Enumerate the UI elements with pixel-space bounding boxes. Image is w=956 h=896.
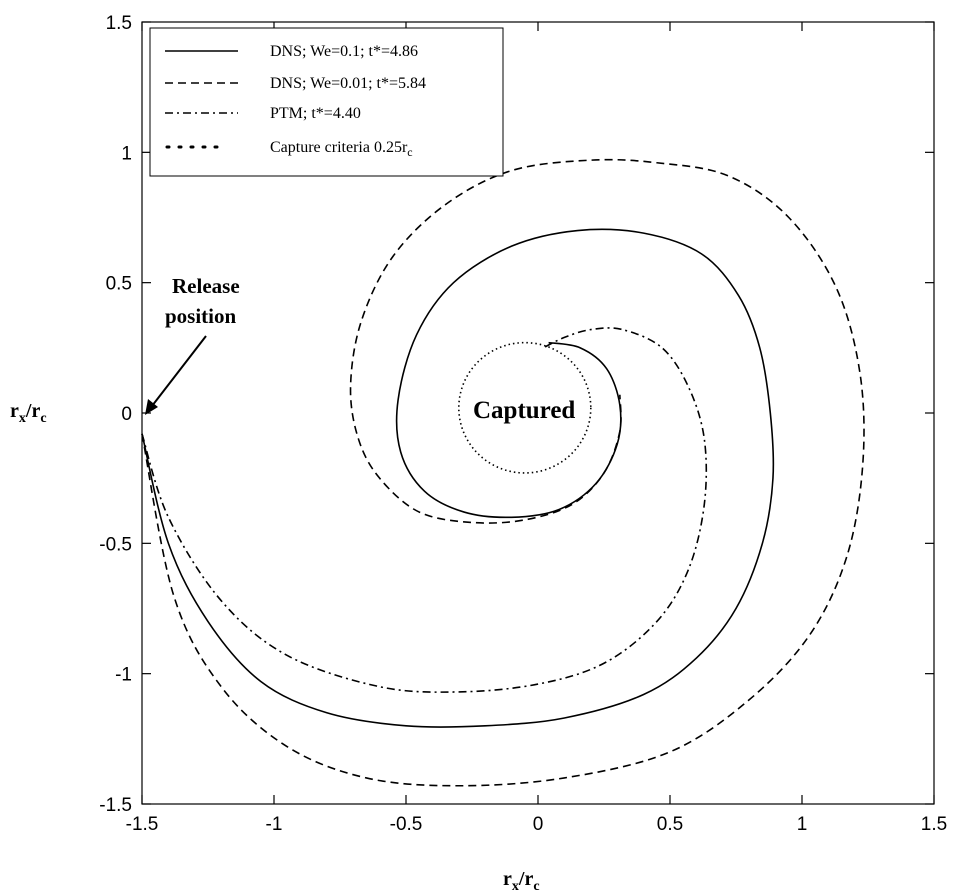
y-axis-label-denom: r (31, 400, 40, 422)
x-tick-label: -1.5 (126, 814, 159, 835)
release-annotation: Release position (145, 274, 240, 415)
x-tick-label: 1.5 (921, 814, 947, 835)
y-axis-label-sub: x (19, 411, 26, 426)
release-label-line2: position (165, 304, 237, 328)
y-axis-label-slash: / (25, 400, 32, 422)
x-axis-label: rx/rc (503, 868, 540, 894)
y-tick-label: -1.5 (99, 795, 132, 816)
x-axis-label-main: r (503, 868, 512, 890)
y-tick-label: -1 (115, 665, 132, 686)
y-axis-label: rx/rc (10, 400, 47, 426)
x-tick-label: -1 (266, 814, 283, 835)
x-tick-label: 1 (797, 814, 808, 835)
x-tick-label: -0.5 (390, 814, 423, 835)
legend-entry-1: DNS; We=0.1; t*=4.86 (270, 43, 418, 60)
x-axis-label-denom: r (524, 868, 533, 890)
x-axis-label-denom-sub: c (533, 879, 539, 894)
axis-ticks: -1.5 -1 -0.5 0 0.5 1 1.5 -1.5 -1 -0.5 0 0.5 1 1.5 (99, 13, 947, 835)
legend: DNS; We=0.1; t*=4.86 DNS; We=0.01; t*=5.… (149, 27, 504, 177)
x-axis-label-slash: / (518, 868, 525, 890)
y-tick-label: 0 (121, 404, 132, 425)
legend-entry-4-main: Capture criteria 0.25r (270, 139, 408, 156)
legend-entry-3: PTM; t*=4.40 (270, 105, 361, 122)
captured-label: Captured (473, 397, 575, 424)
legend-entry-2: DNS; We=0.01; t*=5.84 (270, 75, 426, 92)
legend-entry-4: Capture criteria 0.25rc (270, 139, 413, 159)
series-line-solid (141, 228, 775, 728)
series-line-dashed (141, 158, 865, 787)
release-label-line1: Release (172, 274, 240, 298)
series-line-dashdot (141, 327, 708, 693)
capture-circle (457, 341, 592, 474)
release-arrow-head (145, 399, 158, 415)
legend-entry-4-sub: c (407, 145, 412, 159)
x-axis-label-sub: x (512, 879, 519, 894)
x-tick-label: 0 (533, 814, 544, 835)
series-layer (141, 158, 865, 787)
y-tick-label: 1 (121, 143, 132, 164)
legend-box (149, 27, 504, 177)
x-tick-label: 0.5 (657, 814, 683, 835)
y-axis-label-denom-sub: c (40, 411, 46, 426)
y-axis-label-main: r (10, 400, 19, 422)
y-tick-label: 0.5 (106, 274, 132, 295)
release-arrow-shaft (151, 335, 207, 407)
y-tick-label: 1.5 (106, 13, 132, 34)
y-tick-label: -0.5 (99, 534, 132, 555)
